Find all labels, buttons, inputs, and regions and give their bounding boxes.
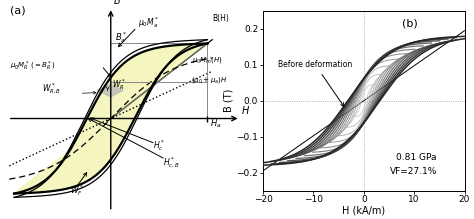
Text: (b): (b): [401, 19, 417, 29]
Text: VF=27.1%: VF=27.1%: [390, 167, 437, 176]
Text: Before deformation: Before deformation: [278, 60, 353, 106]
X-axis label: H (kA/m): H (kA/m): [342, 206, 385, 216]
Text: $\mu_0 M_R^*\,(=B_R^*)$: $\mu_0 M_R^*\,(=B_R^*)$: [10, 60, 55, 73]
Text: $H_{c,B}^*$: $H_{c,B}^*$: [163, 155, 180, 170]
Text: $H_c^*$: $H_c^*$: [153, 138, 165, 153]
Text: $(\mu_0+\mu_a)H$: $(\mu_0+\mu_a)H$: [191, 75, 227, 85]
Text: (a): (a): [10, 5, 25, 15]
Text: B(H): B(H): [212, 14, 228, 23]
Text: 0.81 GPa: 0.81 GPa: [396, 153, 437, 162]
Text: $B_a^*$: $B_a^*$: [115, 30, 127, 45]
Text: $\mu_0 M_m(H)$: $\mu_0 M_m(H)$: [192, 55, 223, 65]
Text: $W_R^*$: $W_R^*$: [112, 77, 126, 92]
Text: $\mu_0 M_a^*$: $\mu_0 M_a^*$: [137, 15, 159, 30]
Y-axis label: B (T): B (T): [224, 89, 234, 112]
Text: H: H: [242, 106, 249, 116]
Polygon shape: [14, 43, 208, 194]
Text: $W_{R,B}^*$: $W_{R,B}^*$: [42, 81, 62, 96]
Polygon shape: [97, 84, 123, 97]
Text: $W_F^*$: $W_F^*$: [70, 183, 84, 198]
Text: $H_a$: $H_a$: [210, 118, 221, 131]
Text: B: B: [113, 0, 120, 5]
